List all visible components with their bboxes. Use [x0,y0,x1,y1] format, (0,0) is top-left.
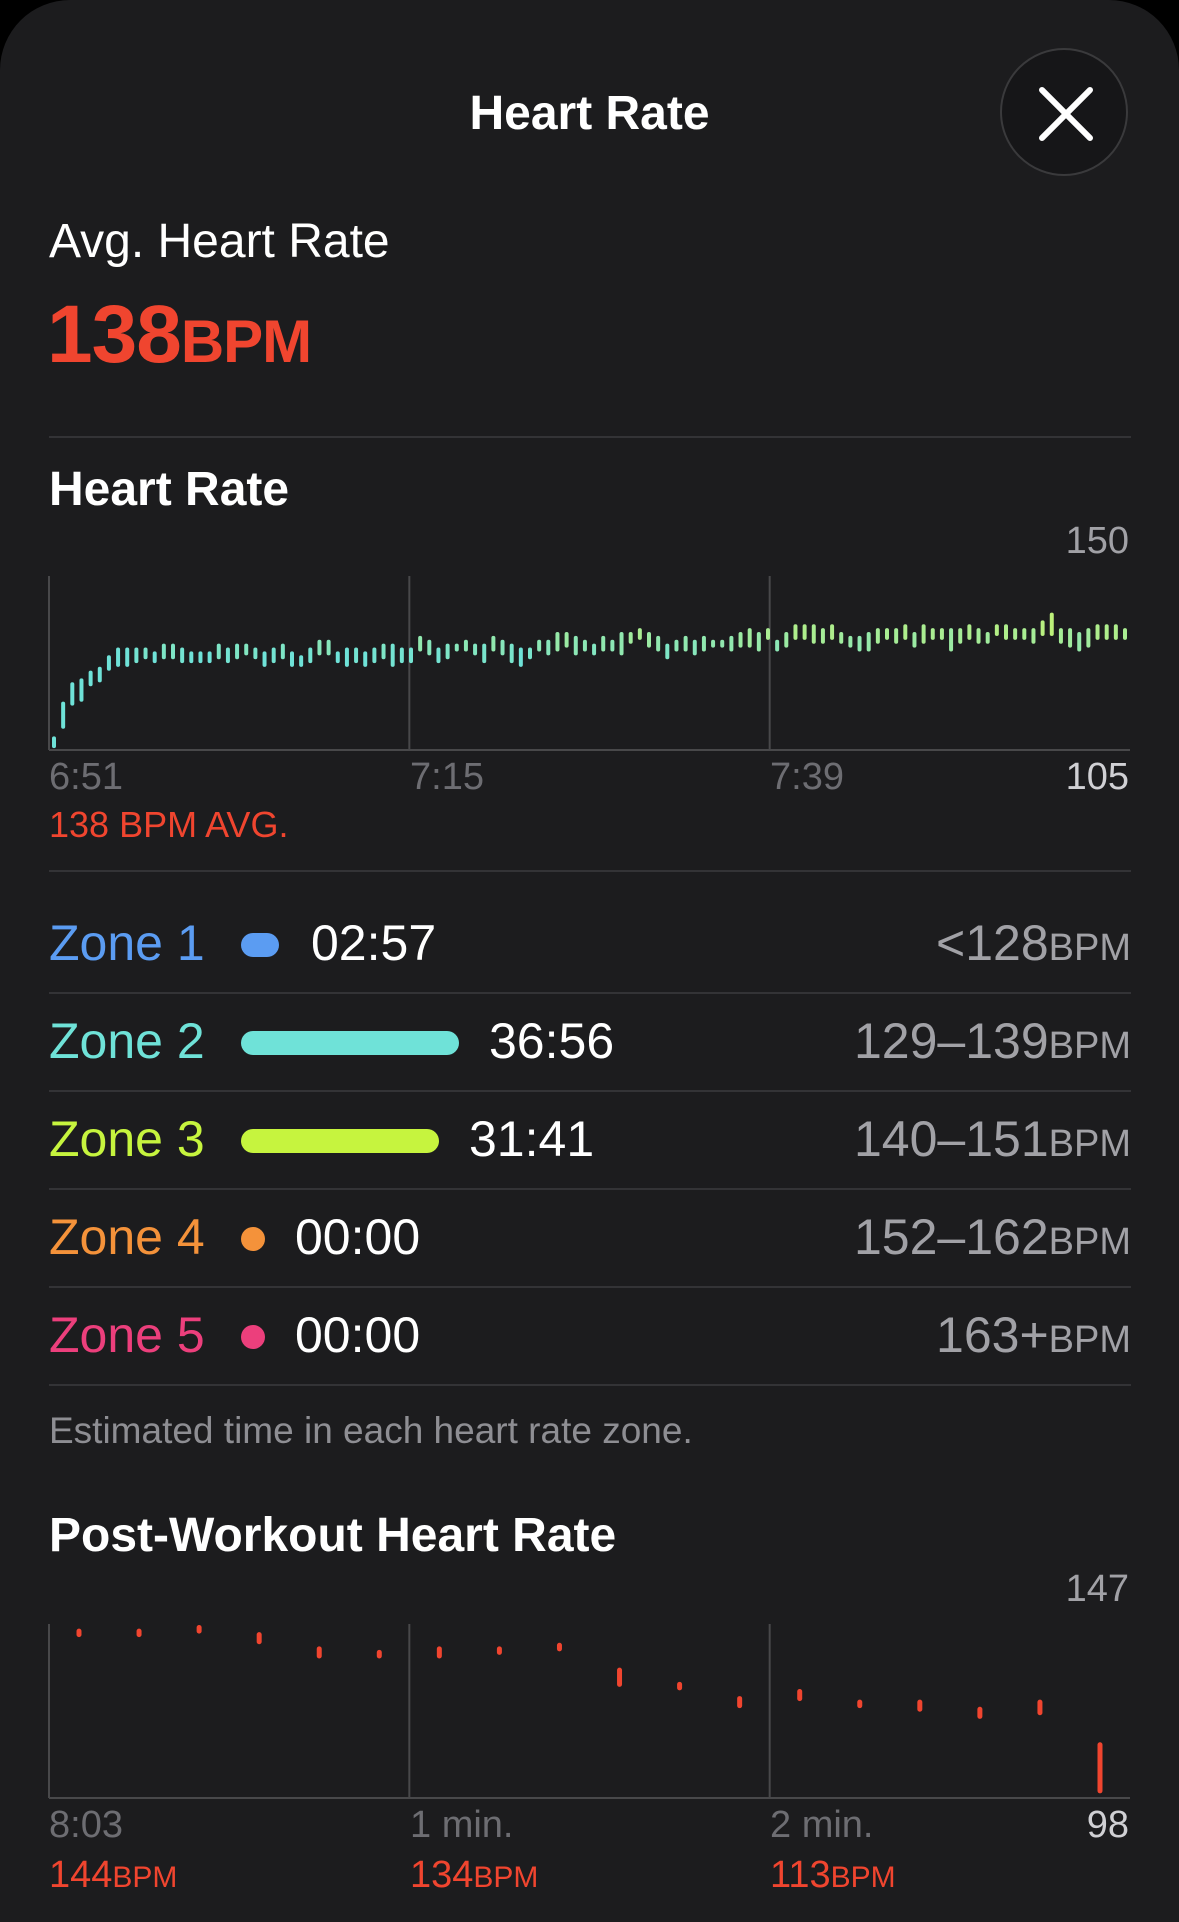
zone-name: Zone 4 [49,1209,205,1265]
zone-range: 140–151BPM [854,1110,1131,1168]
post-y-max: 147 [1065,1568,1129,1610]
zone-name: Zone 3 [49,1111,205,1167]
post-value-unit: BPM [112,1861,178,1894]
zone-4-dot [241,1227,265,1251]
zone-range: 152–162BPM [854,1208,1131,1266]
zone-time: 31:41 [469,1111,595,1167]
avg-heart-rate-unit: BPM [180,308,312,375]
post-value-number: 144 [49,1854,113,1896]
post-value-unit: BPM [830,1861,896,1894]
post-x-label-mid: 1 min. [410,1804,514,1846]
post-value-number: 113 [770,1854,831,1896]
zone-range-value: <128 [936,915,1049,971]
hr-y-min: 105 [1065,756,1129,798]
zone-name: Zone 1 [49,915,205,971]
zone-range-value: 140–151 [853,1111,1049,1167]
avg-heart-rate-label: Avg. Heart Rate [49,215,390,268]
post-value-unit: BPM [473,1861,539,1894]
zone-time: 00:00 [295,1307,421,1363]
zone-time: 00:00 [295,1209,421,1265]
zone-range: 129–139BPM [854,1012,1131,1070]
close-icon [1039,87,1093,141]
post-workout-chart [48,1624,1130,1799]
hr-x-label-start: 6:51 [49,756,123,798]
zone-divider [49,1286,1131,1288]
hr-x-label-mid: 7:15 [410,756,484,798]
sheet-title: Heart Rate [469,87,710,140]
heart-rate-section-title: Heart Rate [49,463,290,516]
zone-divider [49,992,1131,994]
post-x-label-start: 8:03 [49,1804,123,1846]
zone-range: 163+BPM [936,1306,1131,1364]
post-value-end: 113BPM [770,1854,896,1897]
zone-1-bar [241,933,279,957]
zone-range-value: 129–139 [853,1013,1049,1069]
zone-footnote: Estimated time in each heart rate zone. [49,1410,693,1451]
zone-5-dot [241,1325,265,1349]
post-x-label-end: 2 min. [770,1804,874,1846]
zone-range-unit: BPM [1048,1221,1131,1263]
zone-divider [49,1188,1131,1190]
post-value-start: 144BPM [49,1854,177,1897]
zone-name: Zone 5 [49,1307,205,1363]
zone-2-bar [241,1031,459,1055]
post-workout-section-title: Post-Workout Heart Rate [49,1509,617,1562]
zone-row-5: Zone 5 00:00 163+BPM [49,1288,1131,1386]
zone-range-unit: BPM [1048,1123,1131,1165]
close-button[interactable] [1000,48,1128,176]
zone-divider [49,1090,1131,1092]
zone-row-4: Zone 4 00:00 152–162BPM [49,1190,1131,1288]
zone-time: 02:57 [311,915,437,971]
avg-heart-rate-value: 138BPM [47,288,312,382]
heart-rate-chart [48,576,1130,751]
zone-range-unit: BPM [1048,1319,1131,1361]
zone-row-2: Zone 2 36:56 129–139BPM [49,994,1131,1092]
zone-range-unit: BPM [1048,1025,1131,1067]
hr-x-label-end: 7:39 [770,756,844,798]
zone-name: Zone 2 [49,1013,205,1069]
hr-avg-note: 138 BPM AVG. [49,804,289,845]
zone-range-unit: BPM [1048,927,1131,969]
hr-y-max: 150 [1065,520,1129,562]
divider [49,436,1131,438]
post-y-min: 98 [1086,1804,1129,1846]
zone-time: 36:56 [489,1013,615,1069]
zone-range-value: 152–162 [853,1209,1049,1265]
post-value-number: 134 [410,1854,474,1896]
zone-range-value: 163+ [936,1307,1049,1363]
zone-3-bar [241,1129,439,1153]
divider [49,870,1131,872]
avg-heart-rate-number: 138 [47,289,182,380]
zone-range: <128BPM [936,914,1131,972]
zone-row-3: Zone 3 31:41 140–151BPM [49,1092,1131,1190]
zone-divider [49,1384,1131,1386]
zone-row-1: Zone 1 02:57 <128BPM [49,896,1131,994]
post-value-mid: 134BPM [410,1854,538,1897]
